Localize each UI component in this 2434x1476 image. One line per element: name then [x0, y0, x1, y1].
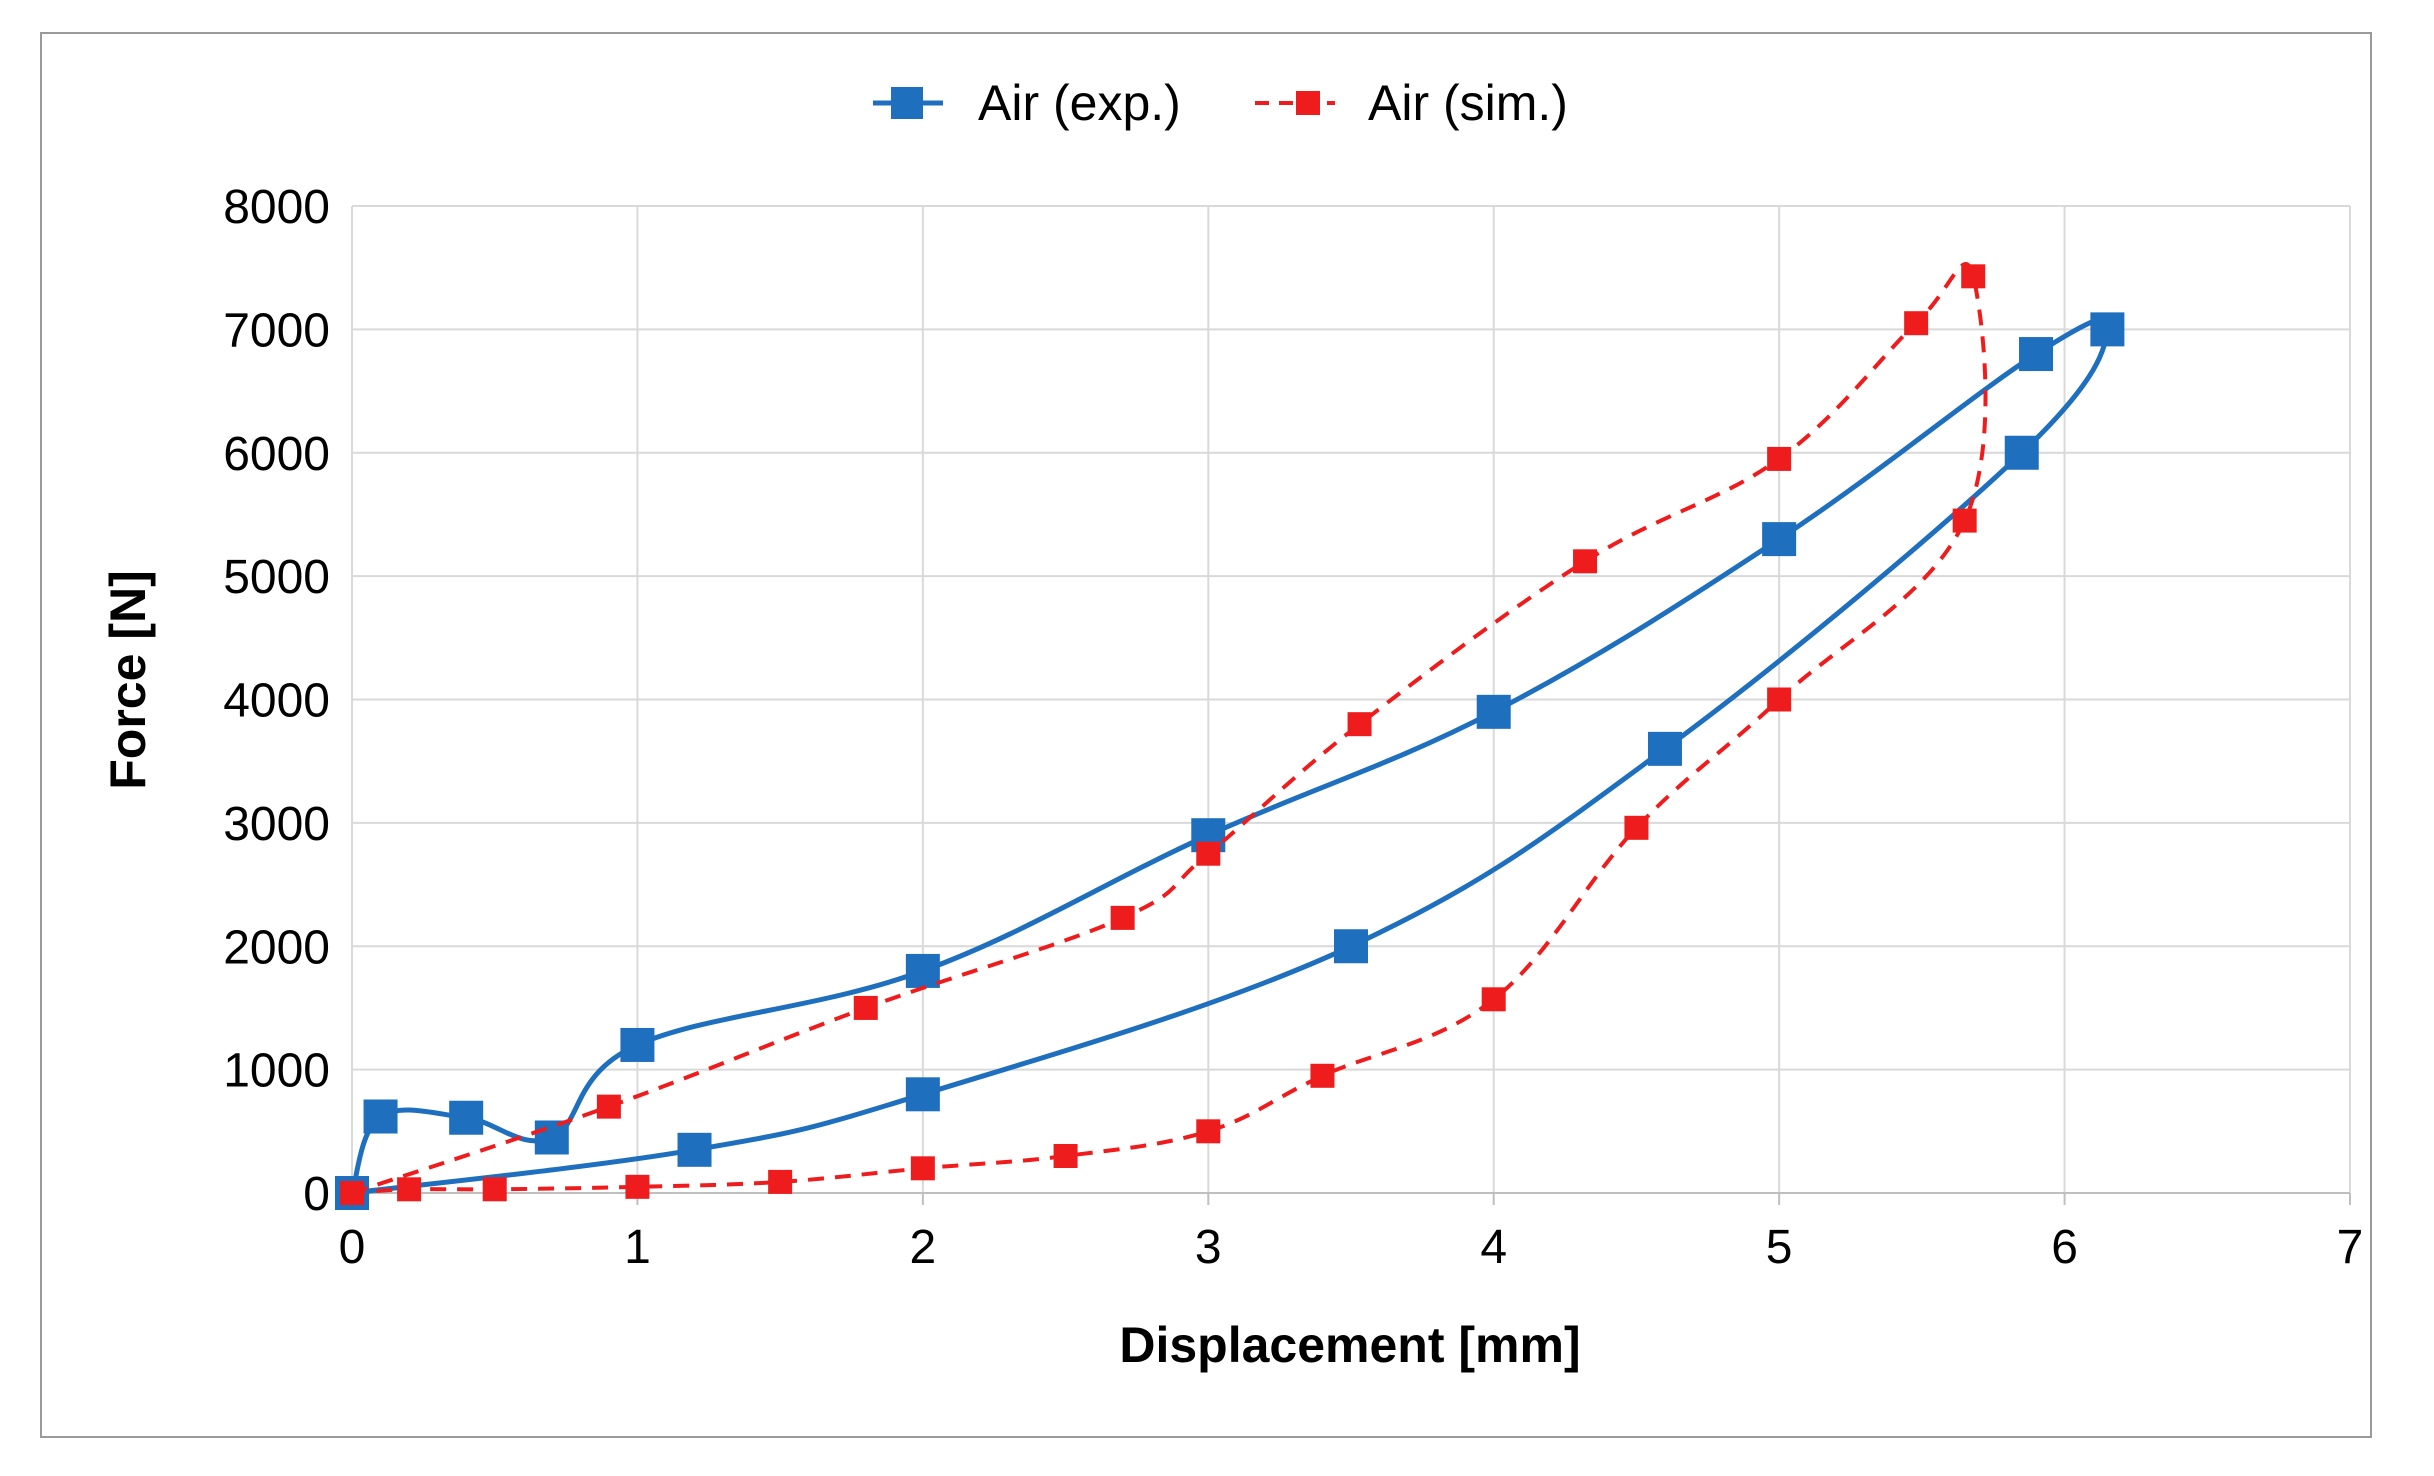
- x-tick-label: 3: [1195, 1221, 1222, 1274]
- y-tick-label: 7000: [223, 304, 330, 357]
- legend: Air (exp.) Air (sim.): [873, 75, 1568, 131]
- data-point-sim: [340, 1181, 364, 1205]
- y-tick-label: 4000: [223, 675, 330, 728]
- data-point-sim: [1196, 841, 1221, 866]
- data-point-sim: [1952, 508, 1977, 533]
- axes: [351, 206, 2351, 1205]
- data-point-sim: [625, 1174, 650, 1199]
- data-point-exp: [1647, 731, 1682, 766]
- x-tick-label: 7: [2337, 1221, 2364, 1274]
- data-point-sim: [1573, 549, 1598, 574]
- data-point-exp: [1762, 522, 1797, 557]
- x-tick-label: 6: [2051, 1221, 2078, 1274]
- x-tick-label: 2: [910, 1221, 937, 1274]
- data-point-sim: [768, 1169, 793, 1194]
- data-point-sim: [482, 1177, 507, 1202]
- data-point-exp: [905, 1077, 940, 1112]
- legend-swatch-marker-sim: [1296, 91, 1320, 115]
- x-tick-label: 4: [1480, 1221, 1507, 1274]
- y-tick-label: 2000: [223, 921, 330, 974]
- data-point-sim: [1110, 905, 1135, 930]
- data-point-exp: [677, 1132, 712, 1167]
- data-point-exp: [534, 1120, 569, 1155]
- y-tick-label: 3000: [223, 798, 330, 851]
- data-point-sim: [596, 1094, 621, 1119]
- x-tick-label: 0: [339, 1221, 366, 1274]
- legend-swatch-marker-exp: [891, 87, 923, 119]
- data-point-exp: [2090, 312, 2125, 347]
- series: [335, 262, 2125, 1210]
- data-point-sim: [1481, 987, 1506, 1012]
- x-tick-label: 1: [624, 1221, 651, 1274]
- series-line-exp: [349, 316, 2111, 1196]
- y-tick-label: 0: [303, 1168, 330, 1221]
- legend-label-exp: Air (exp.): [978, 75, 1181, 131]
- data-point-sim: [1961, 264, 1986, 289]
- tick-labels: 0 1000 2000 3000 4000 5000 6000 7000 8000 0 1 2 3 4 5 6…: [223, 181, 2363, 1274]
- y-tick-label: 6000: [223, 428, 330, 481]
- data-point-exp: [363, 1099, 398, 1134]
- data-point-sim: [1196, 1119, 1221, 1144]
- data-point-sim: [1310, 1063, 1335, 1088]
- data-point-sim: [397, 1177, 422, 1202]
- data-point-sim: [1767, 446, 1792, 471]
- y-tick-label: 8000: [223, 181, 330, 234]
- data-point-exp: [449, 1100, 484, 1135]
- data-point-exp: [1476, 694, 1511, 729]
- data-point-exp: [1334, 929, 1368, 964]
- data-point-exp: [2019, 337, 2054, 372]
- data-point-sim: [1904, 311, 1929, 336]
- data-point-exp: [905, 953, 940, 988]
- y-tick-label: 5000: [223, 551, 330, 604]
- legend-item-exp: Air (exp.): [873, 75, 1181, 131]
- data-point-sim: [1347, 712, 1372, 737]
- data-point-sim: [910, 1156, 935, 1181]
- data-point-exp: [620, 1027, 655, 1062]
- data-point-sim: [1767, 687, 1792, 712]
- series-sim: [340, 262, 1988, 1205]
- data-point-sim: [853, 995, 878, 1020]
- y-axis-title: Force [N]: [100, 570, 156, 789]
- x-axis-title: Displacement [mm]: [1119, 1317, 1580, 1373]
- legend-item-sim: Air (sim.): [1255, 75, 1568, 131]
- data-point-exp: [2004, 435, 2039, 470]
- x-tick-label: 5: [1766, 1221, 1793, 1274]
- y-tick-label: 1000: [223, 1045, 330, 1098]
- data-point-sim: [1624, 815, 1649, 840]
- data-point-sim: [1053, 1143, 1078, 1168]
- legend-label-sim: Air (sim.): [1368, 75, 1568, 131]
